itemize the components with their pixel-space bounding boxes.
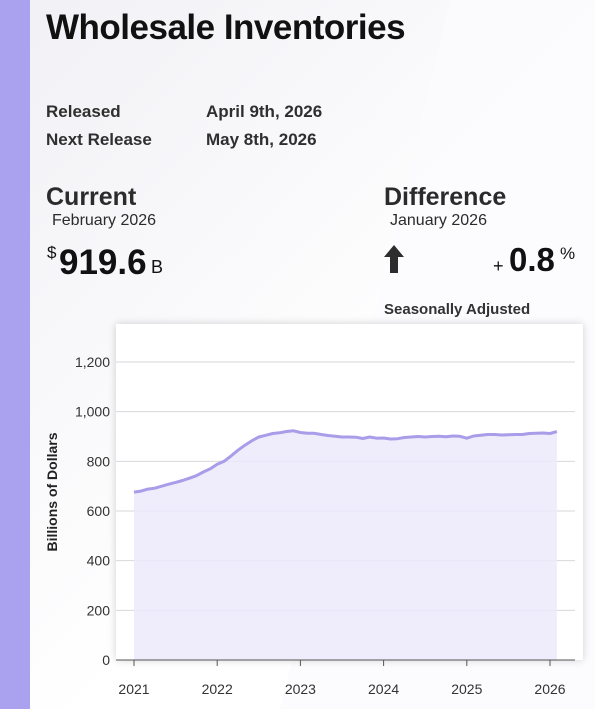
y-tick-label: 0 [102,652,110,668]
difference-heading: Difference [384,183,507,211]
x-tick-label: 2026 [534,681,565,697]
y-tick-label: 400 [87,553,111,569]
difference-value: 0.8 [509,241,555,278]
y-tick-label: 200 [87,602,111,618]
currency-symbol: $ [47,243,57,262]
current-period: February 2026 [52,212,157,229]
accent-sidebar [0,0,30,709]
arrow-up-icon [384,245,404,273]
difference-unit: % [560,244,576,263]
x-tick-label: 2025 [451,681,482,697]
next-release-label: Next Release [46,130,152,149]
y-tick-label: 600 [87,503,111,519]
released-date: April 9th, 2026 [206,102,323,121]
x-tick-label: 2023 [285,681,316,697]
y-tick-label: 1,000 [75,404,110,420]
difference-sign: + [493,256,504,276]
x-tick-label: 2024 [368,681,399,697]
x-tick-label: 2021 [118,681,149,697]
series-area [134,430,557,660]
x-tick-label: 2022 [202,681,233,697]
current-value: 919.6 [59,243,147,282]
seasonally-adjusted-label: Seasonally Adjusted [384,301,531,318]
current-unit: B [151,257,164,277]
difference-period: January 2026 [390,212,487,229]
series-line [133,429,558,494]
y-tick-label: 800 [87,453,111,469]
current-heading: Current [46,183,137,211]
page-title: Wholesale Inventories [46,8,406,47]
next-release-date: May 8th, 2026 [206,130,317,149]
y-axis-label: Billions of Dollars [44,432,60,551]
released-label: Released [46,102,121,121]
y-tick-label: 1,200 [75,354,110,370]
